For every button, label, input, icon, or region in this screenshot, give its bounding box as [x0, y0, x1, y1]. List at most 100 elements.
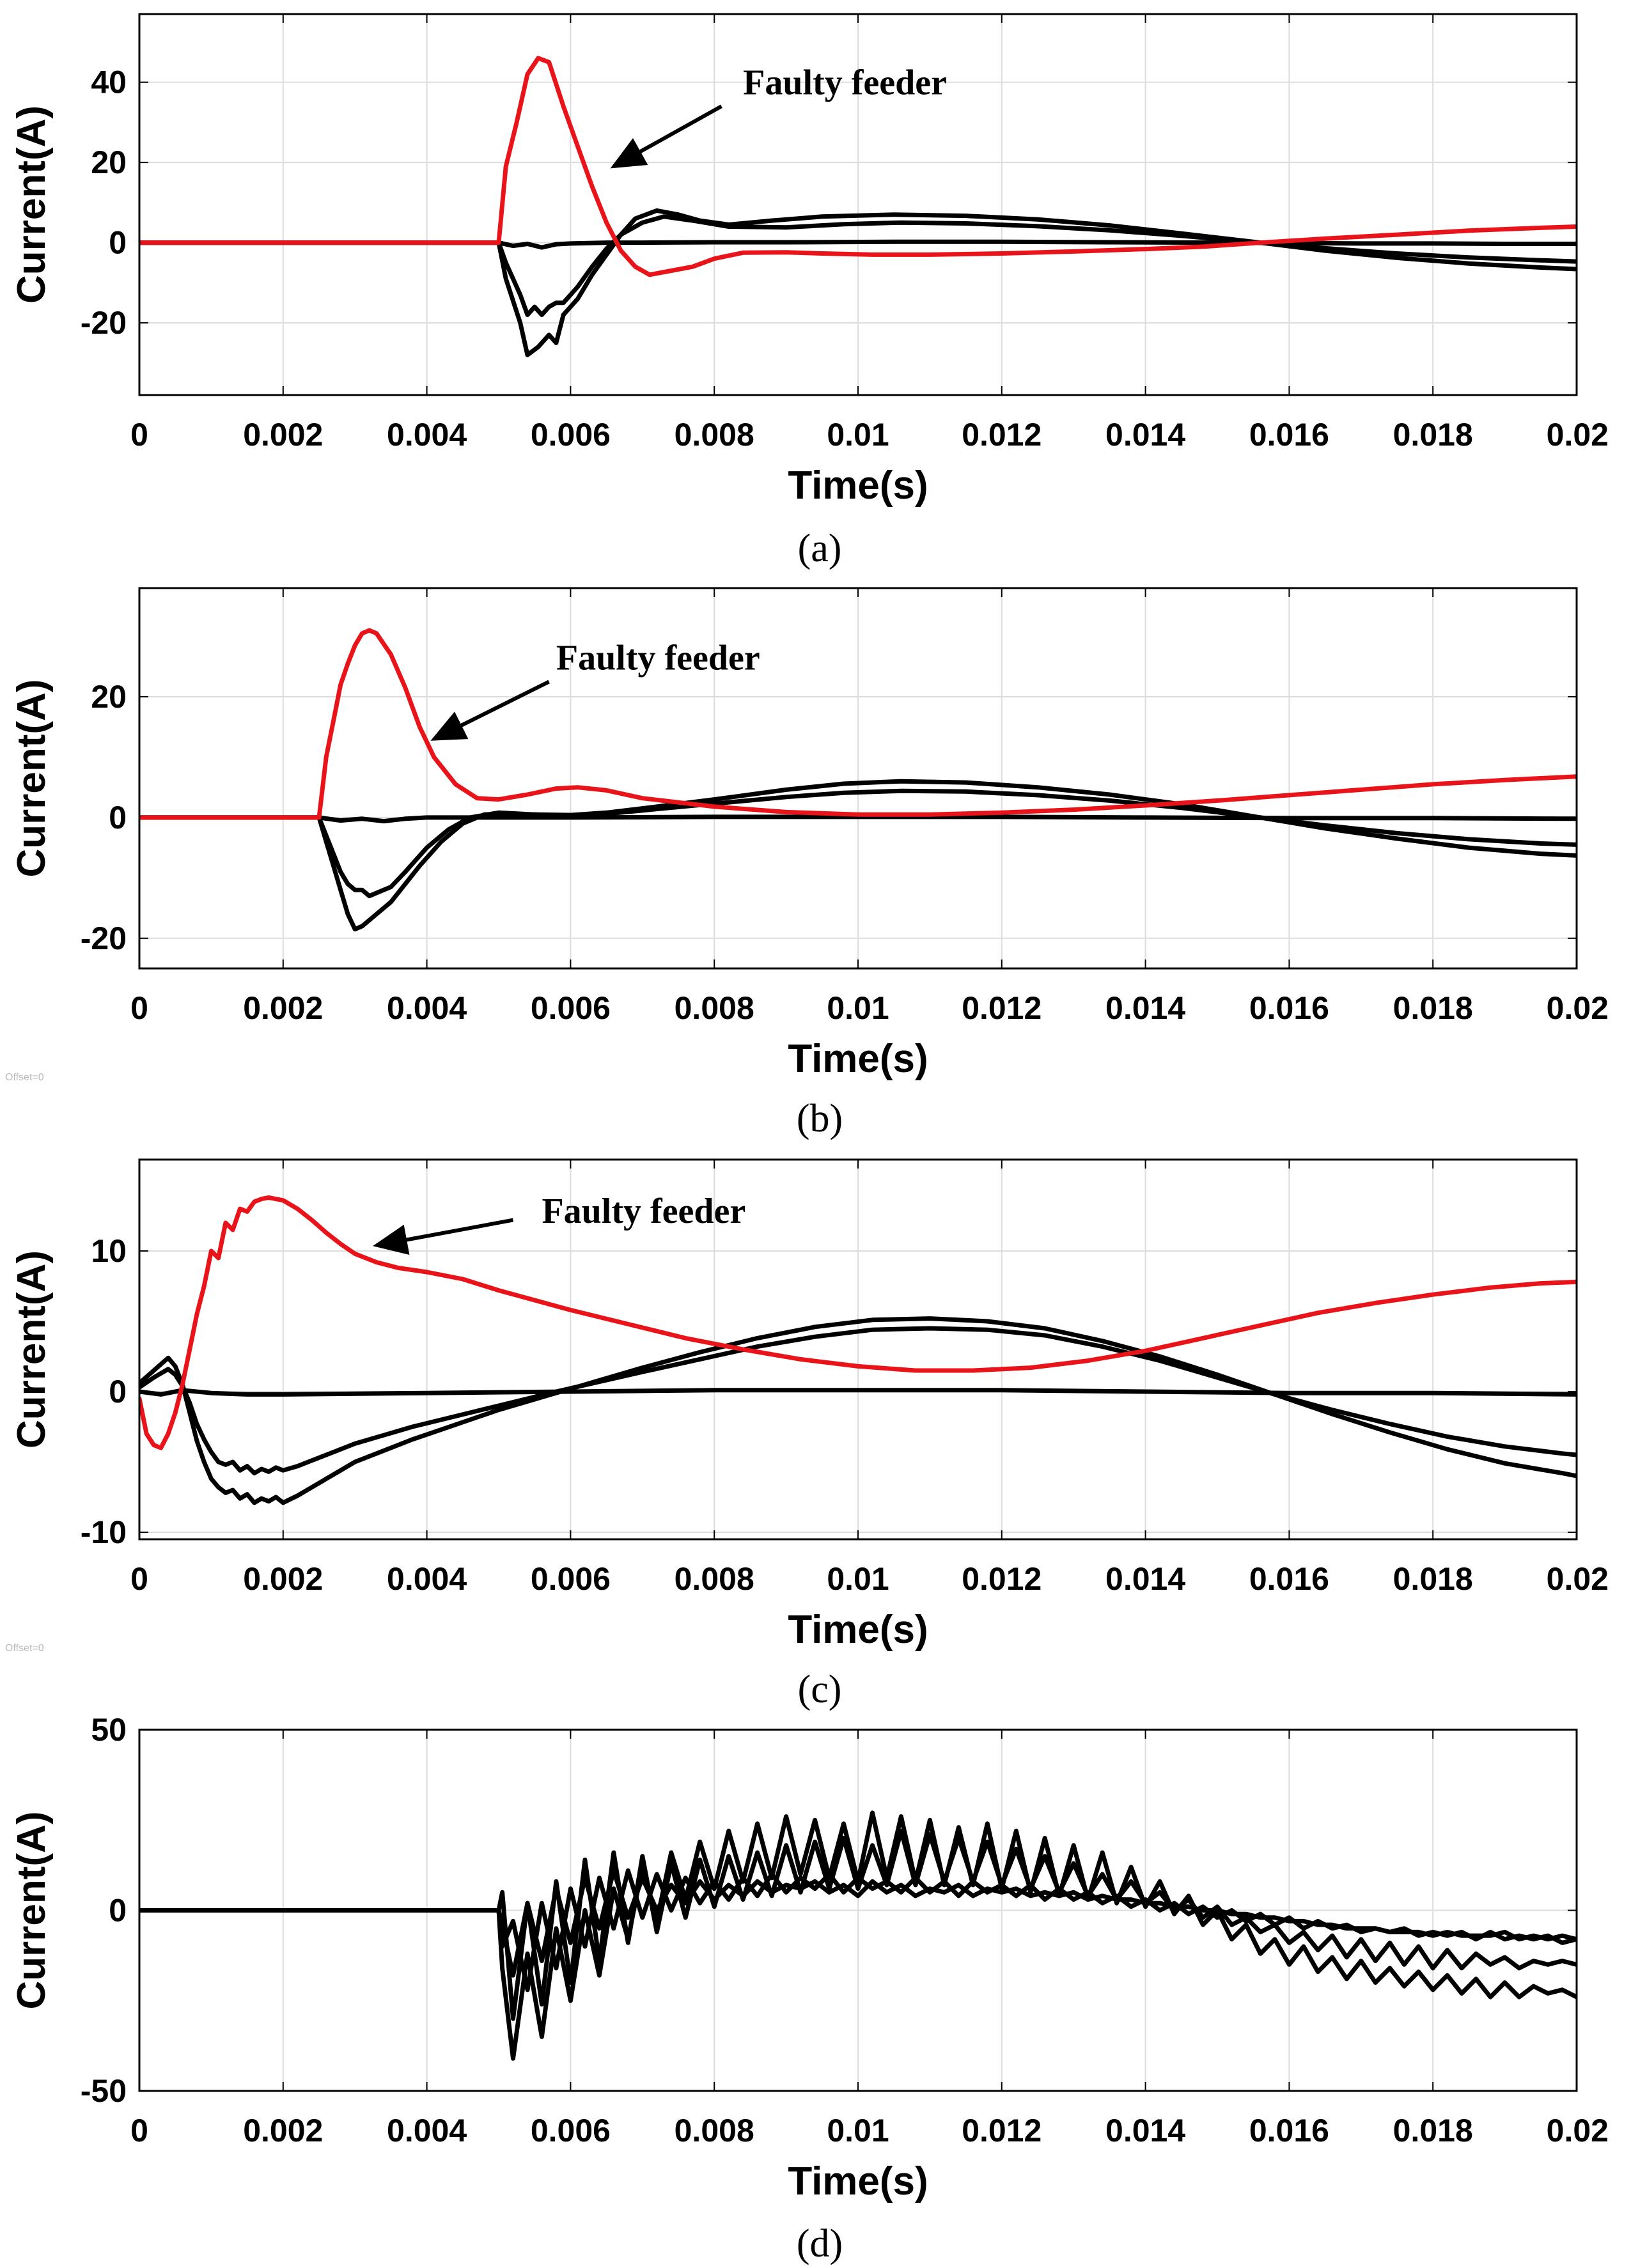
- x-tick-label: 0.01: [827, 1561, 889, 1597]
- series-group: [139, 1195, 1577, 1505]
- x-tick-label: 0.012: [962, 1561, 1042, 1597]
- panel-caption: (c): [798, 1668, 842, 1711]
- axes-box: [138, 587, 1578, 970]
- series-line-faulty-feeder: [139, 56, 1577, 277]
- series-line-healthy-feeder-1: [139, 1316, 1577, 1505]
- x-tick-label: 0.012: [962, 417, 1042, 453]
- y-tick-label: -20: [81, 305, 127, 341]
- x-tick-label: 0.006: [531, 417, 611, 453]
- x-tick-label: 0.006: [531, 2113, 611, 2148]
- y-axis-label: Current(A): [10, 1250, 54, 1449]
- x-tick-label: 0.004: [387, 990, 467, 1026]
- x-tick-label: 0.014: [1105, 1561, 1185, 1597]
- series-line-healthy-feeder-3: [139, 814, 1577, 824]
- y-tick-label: 40: [91, 65, 127, 100]
- x-tick-label: 0.018: [1393, 1561, 1473, 1597]
- annotation-text: Faulty feeder: [542, 1192, 745, 1231]
- annotation-arrow: [373, 1218, 514, 1255]
- offset-label-2: Offset=0: [5, 1643, 44, 1654]
- x-tick-label: 0.016: [1249, 990, 1329, 1026]
- series-group: [139, 56, 1577, 357]
- y-tick-label: 0: [109, 1893, 127, 1929]
- series-group: [139, 628, 1577, 932]
- x-tick-label: 0.008: [675, 417, 754, 453]
- y-tick-label: 20: [91, 144, 127, 180]
- chart-panel-1: 0 0.002 0.004 0.006 0.008 0.01 0.012 0.014 0.016…: [10, 13, 1609, 570]
- x-tick-label: 0.006: [531, 990, 611, 1026]
- x-tick-label: 0.01: [827, 990, 889, 1026]
- x-tick-label: 0: [130, 990, 148, 1026]
- chart-panel-3: 0 0.002 0.004 0.006 0.008 0.01 0.012 0.014 0.016…: [10, 1158, 1609, 1711]
- x-tick-label: 0.002: [243, 2113, 323, 2148]
- y-axis-label: Current(A): [10, 680, 54, 878]
- x-tick-label: 0.016: [1249, 2113, 1329, 2148]
- series-line-feeder-2: [139, 1828, 1577, 2021]
- y-tick-label: -50: [81, 2073, 127, 2109]
- annotation-text: Faulty feeder: [743, 63, 947, 102]
- x-tick-label: 0.004: [387, 2113, 467, 2148]
- x-axis-label: Time(s): [788, 2159, 928, 2203]
- axes-box: [138, 1158, 1578, 1541]
- series-line-healthy-feeder-2: [139, 1326, 1577, 1476]
- y-tick-label: 0: [109, 800, 127, 835]
- chart-panels: 0 0.002 0.004 0.006 0.008 0.01 0.012 0.014 0.016…: [10, 13, 1609, 2265]
- axes-box: [138, 13, 1578, 396]
- x-tick-label: 0.02: [1547, 990, 1609, 1026]
- chart-panel-2: 0 0.002 0.004 0.006 0.008 0.01 0.012 0.014 0.016…: [10, 587, 1609, 1140]
- chart-panel-4: 0 0.002 0.004 0.006 0.008 0.01 0.012 0.014 0.016…: [10, 1712, 1609, 2265]
- x-tick-label: 0.004: [387, 1561, 467, 1597]
- x-tick-label: 0.012: [962, 990, 1042, 1026]
- y-tick-label: 50: [91, 1712, 127, 1748]
- annotation-arrow: [430, 680, 550, 741]
- series-line-feeder-4: [139, 1868, 1577, 1978]
- x-tick-label: 0.018: [1393, 2113, 1473, 2148]
- series-group: [139, 1810, 1577, 2061]
- offset-label-1: Offset=0: [5, 1072, 44, 1083]
- y-axis-label: Current(A): [10, 1812, 54, 2010]
- x-tick-label: 0.002: [243, 417, 323, 453]
- x-tick-label: 0.02: [1547, 2113, 1609, 2148]
- x-tick-label: 0.01: [827, 417, 889, 453]
- x-tick-label: 0.006: [531, 1561, 611, 1597]
- y-tick-label: -20: [81, 920, 127, 956]
- annotation-text: Faulty feeder: [556, 639, 760, 678]
- x-tick-label: 0.02: [1547, 1561, 1609, 1597]
- series-line-healthy-feeder-3: [139, 1388, 1577, 1397]
- panel-caption: (b): [797, 1097, 843, 1140]
- y-tick-label: 10: [91, 1233, 127, 1269]
- x-tick-label: 0.002: [243, 990, 323, 1026]
- x-tick-label: 0.004: [387, 417, 467, 453]
- x-tick-label: 0.016: [1249, 417, 1329, 453]
- x-tick-label: 0.01: [827, 2113, 889, 2148]
- x-tick-label: 0.012: [962, 2113, 1042, 2148]
- series-line-faulty-feeder: [139, 1195, 1577, 1450]
- series-line-faulty-feeder: [139, 628, 1577, 820]
- x-tick-label: 0.02: [1547, 417, 1609, 453]
- x-tick-label: 0.018: [1393, 417, 1473, 453]
- x-tick-label: 0.016: [1249, 1561, 1329, 1597]
- x-axis-label: Time(s): [788, 1608, 928, 1652]
- y-tick-label: -10: [81, 1514, 127, 1550]
- x-tick-label: 0.014: [1105, 417, 1185, 453]
- y-tick-label: 0: [109, 225, 127, 261]
- x-axis-label: Time(s): [788, 463, 928, 508]
- axes-box: [138, 1728, 1578, 2092]
- x-tick-label: 0: [130, 2113, 148, 2148]
- y-tick-label: 0: [109, 1374, 127, 1410]
- x-tick-label: 0: [130, 1561, 148, 1597]
- x-tick-label: 0.014: [1105, 990, 1185, 1026]
- panel-caption: (a): [798, 527, 842, 570]
- series-line-healthy-feeder-2: [139, 788, 1577, 899]
- panel-caption: (d): [797, 2222, 843, 2265]
- series-line-healthy-feeder-3: [139, 239, 1577, 250]
- x-tick-label: 0.008: [675, 2113, 754, 2148]
- annotation-arrow: [610, 104, 722, 169]
- x-tick-label: 0.018: [1393, 990, 1473, 1026]
- y-tick-label: 20: [91, 679, 127, 715]
- x-tick-label: 0.002: [243, 1561, 323, 1597]
- y-axis-label: Current(A): [10, 105, 54, 304]
- x-axis-label: Time(s): [788, 1037, 928, 1081]
- x-tick-label: 0.014: [1105, 2113, 1185, 2148]
- x-tick-label: 0.008: [675, 1561, 754, 1597]
